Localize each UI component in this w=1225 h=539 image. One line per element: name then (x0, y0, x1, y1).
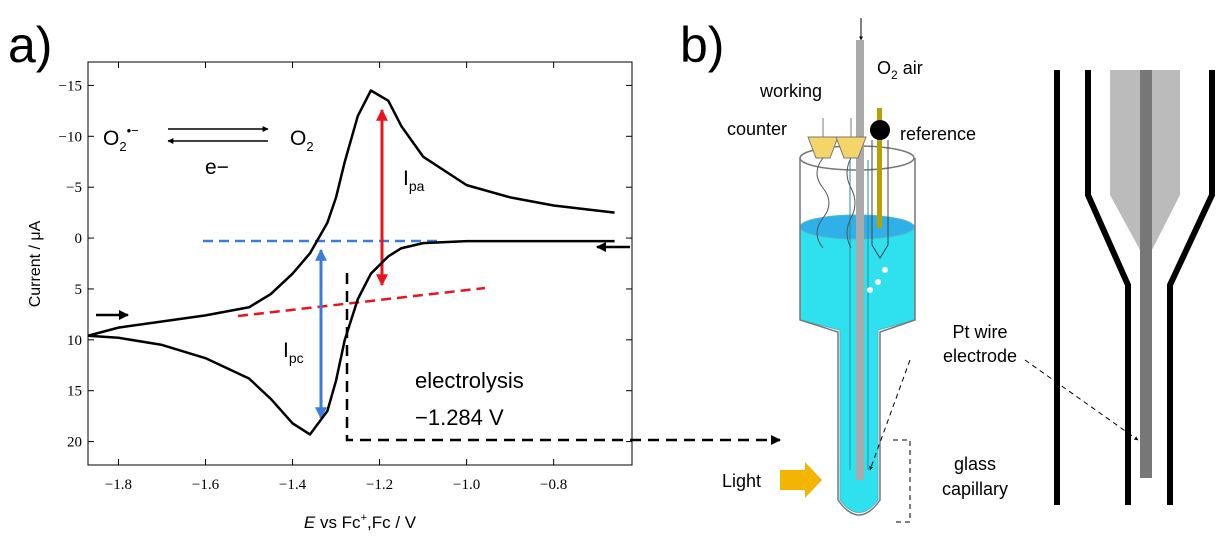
x-title-part: vs Fc (315, 513, 361, 532)
electron: e− (205, 156, 229, 179)
x-tick-label: −1.2 (366, 477, 393, 493)
y-tick-label: −15 (59, 78, 82, 94)
y-axis-title: Current / μA (27, 220, 44, 307)
gas-part: 2 (891, 68, 898, 82)
y-tick-label: 0 (75, 231, 83, 247)
x-tick-label: −1.4 (279, 477, 307, 493)
x-tick-label: −0.8 (540, 477, 567, 493)
plot-frame (87, 61, 633, 466)
species: O2 (290, 127, 314, 154)
x-title-part: ,Fc / V (367, 513, 417, 532)
x-title-part: + (361, 512, 367, 524)
x-tick-label: −1.8 (105, 477, 132, 493)
light-label: Light (722, 471, 761, 491)
ipc-label: Ipc (283, 339, 304, 366)
y-tick-label: 20 (67, 435, 82, 451)
ipc-part: I (283, 339, 289, 362)
x-tick-label: −1.0 (453, 477, 480, 493)
baseline (237, 286, 486, 318)
x-tick-label: −1.6 (192, 477, 220, 493)
wire-label: Pt wire (952, 322, 1007, 342)
gas-label: O2 air (877, 58, 923, 82)
electrode-label: counter (727, 119, 787, 139)
wire-label: electrode (943, 346, 1017, 366)
panel-label: a) (8, 17, 52, 73)
y-tick-label: 15 (67, 384, 82, 400)
y-tick-label: −10 (59, 129, 82, 145)
y-tick-label: −5 (66, 180, 82, 196)
ipa-label: Ipa (403, 167, 425, 194)
gas-part: air (898, 58, 923, 78)
cv-curve (87, 89, 615, 337)
species-part: 2 (306, 139, 313, 154)
panel-label: b) (680, 17, 724, 73)
x-title-part: E (304, 513, 316, 532)
species-part: 2 (119, 139, 126, 154)
capillary-label: capillary (942, 479, 1008, 499)
y-tick-label: 10 (67, 333, 82, 349)
annotation: −1.284 V (415, 405, 504, 430)
electrode-label: working (759, 81, 822, 101)
capillary-label: glass (954, 454, 996, 474)
gas-part: O (877, 58, 891, 78)
ipc-part: pc (289, 350, 304, 366)
electrode-label: reference (900, 124, 976, 144)
species-part: •− (127, 123, 139, 138)
ipa-part: pa (409, 178, 425, 194)
x-axis-title: E vs Fc+,Fc / V (304, 512, 417, 532)
capillary-detail (1024, 70, 1215, 505)
y-tick-label: 5 (75, 282, 83, 298)
cell (780, 18, 916, 523)
cv-curve (87, 239, 615, 436)
species: O2•− (103, 123, 139, 154)
annotation: electrolysis (415, 368, 524, 393)
species-part: O (103, 127, 119, 150)
species-part: O (290, 127, 306, 150)
ipa-part: I (403, 167, 409, 190)
electrolysis-link (345, 273, 781, 445)
